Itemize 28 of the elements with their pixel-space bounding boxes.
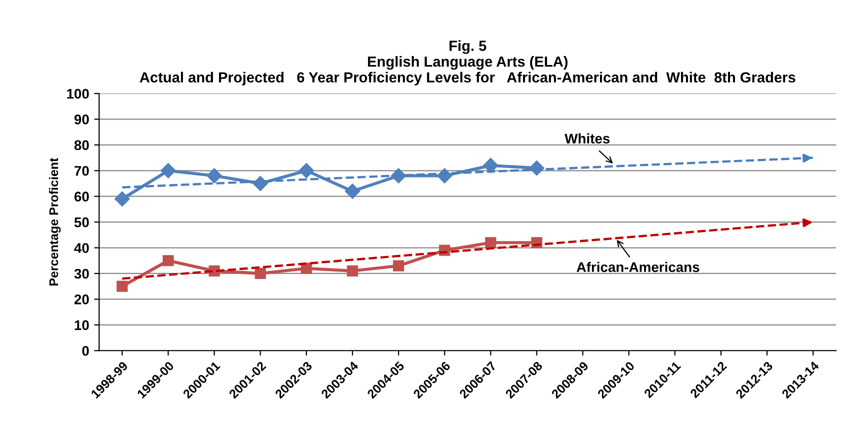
point [160, 163, 176, 178]
point [298, 163, 314, 178]
y-tick-label: 70 [74, 166, 89, 176]
y-tick-label: 60 [74, 192, 89, 202]
point [346, 265, 358, 276]
point [485, 237, 496, 248]
point [483, 158, 498, 174]
point [114, 191, 130, 206]
y-tick-label: 80 [74, 140, 89, 150]
point [344, 184, 360, 199]
point [529, 160, 544, 176]
y-tick-label: 90 [74, 114, 89, 124]
point [392, 260, 404, 272]
annotation: African-Americans [576, 262, 700, 272]
point [162, 255, 174, 266]
point [254, 268, 266, 280]
y-tick-label: 100 [67, 88, 89, 99]
y-axis-title: Percentage Proficient [48, 158, 61, 286]
point [206, 168, 222, 184]
y-tick-label: 40 [74, 243, 89, 253]
y-tick-label: 10 [74, 320, 89, 330]
y-tick-label: 30 [74, 268, 89, 279]
point [116, 280, 128, 292]
y-tick-label: 20 [74, 294, 89, 304]
chart-title: Fig. 5 English Language Arts (ELA) Actual and Projected 6 Year Proficiency Levels for African-American and White 8th Graders [140, 40, 796, 86]
annotation: Whites [564, 133, 610, 144]
y-tick-label: 0 [82, 346, 89, 356]
y-tick-label: 50 [74, 217, 89, 228]
